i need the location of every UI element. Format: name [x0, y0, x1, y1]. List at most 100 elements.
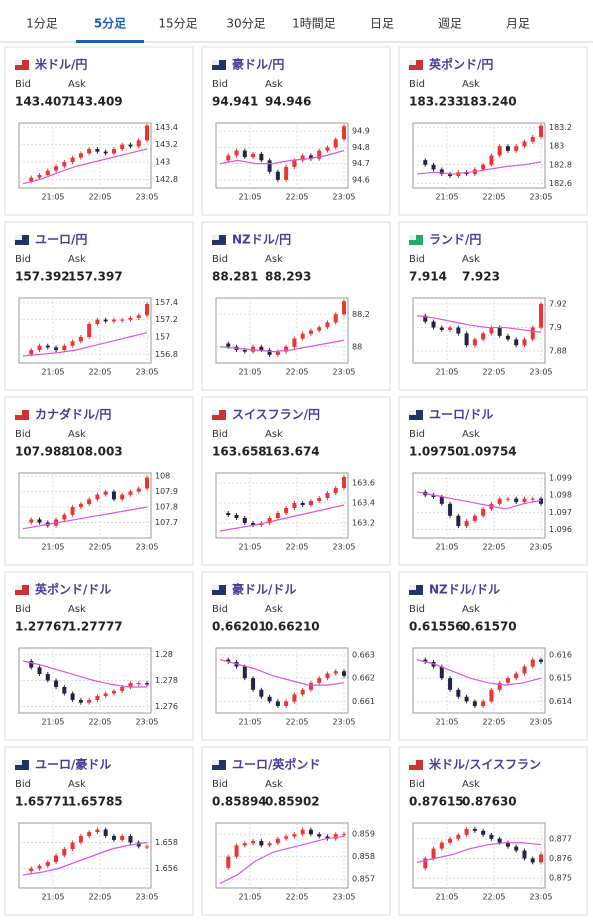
x-tick-label: 22:05 — [88, 718, 111, 727]
candle — [431, 321, 436, 328]
tab[interactable]: 1分足 — [26, 17, 58, 31]
bid-label: Bid — [409, 254, 425, 265]
ask-value: 1.65785 — [68, 795, 123, 809]
bid-value: 163.658 — [212, 445, 267, 459]
card-title[interactable]: ユーロ/豪ドル — [35, 757, 111, 772]
card[interactable] — [4, 396, 194, 566]
candle — [87, 832, 92, 836]
tab[interactable]: 1時間足 — [292, 17, 336, 31]
moving-average — [416, 842, 542, 863]
card-title[interactable]: 英ポンド/ドル — [35, 582, 111, 597]
chart-frame — [215, 472, 349, 539]
card-title[interactable]: ユーロ/円 — [35, 233, 87, 247]
y-tick-label: 0.662 — [352, 674, 375, 683]
card[interactable] — [201, 571, 391, 741]
candle — [300, 829, 305, 835]
flag-part — [212, 585, 219, 590]
bid-label: Bid — [212, 79, 228, 90]
chart-frame — [412, 297, 546, 364]
candle — [489, 327, 494, 334]
x-tick-label: 21:05 — [238, 368, 261, 377]
card-title[interactable]: 英ポンド/円 — [429, 57, 493, 72]
card[interactable] — [4, 571, 194, 741]
candle — [342, 834, 346, 836]
x-tick-label: 21:05 — [41, 718, 64, 727]
candle — [275, 701, 280, 707]
card[interactable] — [201, 746, 391, 916]
candle — [111, 319, 116, 322]
card-title[interactable]: 米ドル/スイスフラン — [429, 757, 541, 772]
candle — [275, 838, 280, 844]
candle — [284, 166, 289, 180]
card-title[interactable]: ユーロ/英ポンド — [232, 757, 320, 772]
ask-value: 7.923 — [462, 270, 500, 284]
y-tick-label: 1.096 — [549, 525, 572, 534]
y-tick-label: 0.877 — [549, 834, 572, 843]
card-title[interactable]: NZドル/円 — [232, 233, 291, 247]
flag-part — [15, 60, 22, 65]
candle — [342, 477, 346, 488]
card-title[interactable]: 米ドル/円 — [35, 57, 87, 72]
tab[interactable]: 月足 — [506, 17, 530, 31]
tab[interactable]: 週足 — [438, 17, 462, 31]
y-tick-label: 0.859 — [352, 830, 375, 839]
y-tick-label: 107.7 — [155, 518, 178, 527]
y-tick-label: 157 — [155, 333, 170, 342]
card[interactable] — [4, 221, 194, 391]
card[interactable] — [398, 46, 588, 216]
y-tick-label: 1.28 — [155, 650, 173, 659]
candle — [489, 689, 494, 702]
card-title[interactable]: 豪ドル/ドル — [232, 582, 296, 597]
x-tick-label: 22:05 — [482, 893, 505, 902]
x-tick-label: 22:05 — [482, 543, 505, 552]
ask-label: Ask — [462, 779, 480, 790]
candle — [70, 842, 75, 849]
candle — [342, 301, 346, 315]
moving-average — [219, 835, 345, 885]
card-title[interactable]: ユーロ/ドル — [429, 408, 493, 422]
card[interactable] — [398, 571, 588, 741]
card[interactable] — [398, 746, 588, 916]
candle — [333, 488, 338, 493]
card-title[interactable]: NZドル/ドル — [429, 583, 500, 597]
tab[interactable]: 15分足 — [158, 17, 197, 31]
candle — [120, 319, 125, 321]
x-tick-label: 22:05 — [482, 718, 505, 727]
card[interactable] — [398, 396, 588, 566]
candle — [489, 155, 494, 165]
y-tick-label: 1.099 — [549, 474, 572, 483]
bid-label: Bid — [212, 604, 228, 615]
candle — [37, 667, 42, 674]
card[interactable] — [201, 396, 391, 566]
tab[interactable]: 30分足 — [226, 17, 265, 31]
candle — [128, 317, 133, 320]
candle — [539, 854, 543, 863]
card-title[interactable]: カナダドル/円 — [35, 407, 111, 422]
bid-value: 7.914 — [409, 270, 447, 284]
y-tick-label: 143 — [155, 158, 170, 167]
card-title[interactable]: ランド/円 — [429, 233, 481, 247]
y-tick-label: 0.876 — [549, 854, 572, 863]
tab[interactable]: 5分足 — [94, 16, 126, 31]
bid-value: 1.27767 — [15, 620, 70, 634]
x-tick-label: 22:05 — [88, 368, 111, 377]
candle — [145, 846, 149, 848]
ask-value: 1.27777 — [68, 620, 123, 634]
candle — [464, 520, 469, 527]
bid-value: 183.233 — [409, 95, 464, 109]
card-title[interactable]: スイスフラン/円 — [232, 408, 320, 422]
candle — [439, 496, 444, 504]
card[interactable] — [4, 46, 194, 216]
candle — [333, 671, 338, 674]
y-tick-label: 157.2 — [155, 315, 178, 324]
card[interactable] — [201, 221, 391, 391]
flag-part — [409, 235, 416, 240]
chart-frame — [215, 297, 349, 364]
tab[interactable]: 日足 — [370, 17, 394, 31]
candle — [29, 868, 34, 872]
moving-average — [22, 660, 147, 688]
candle — [423, 315, 428, 322]
candle — [505, 146, 510, 151]
card-title[interactable]: 豪ドル/円 — [232, 57, 284, 72]
card[interactable] — [398, 221, 588, 391]
